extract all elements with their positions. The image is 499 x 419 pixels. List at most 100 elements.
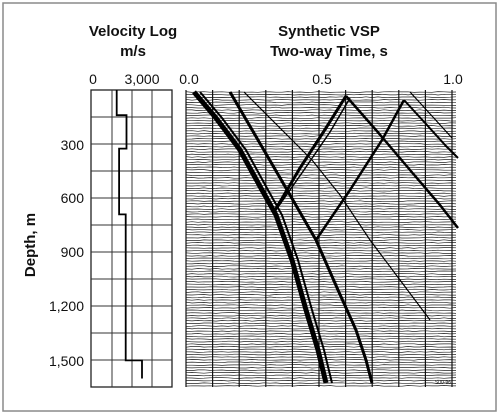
vsp-trace (185, 270, 457, 273)
vsp-trace (185, 320, 457, 322)
vsp-trace (185, 205, 457, 208)
upgoing-reflection-event (272, 95, 348, 213)
vsp-trace (185, 335, 457, 338)
depth-axis-label: Depth, m (22, 213, 39, 277)
downgoing-multiple-event (228, 91, 374, 384)
vsp-tick-0-5: 0.5 (312, 71, 332, 87)
vsp-trace (185, 200, 457, 202)
velocity-log-grid (91, 90, 172, 387)
vsp-trace (185, 99, 457, 101)
vsp-trace (185, 260, 457, 262)
vsp-trace (185, 203, 457, 205)
vsp-wave-events (192, 90, 459, 384)
vsp-trace (185, 268, 457, 270)
vsp-trace (185, 223, 457, 226)
velocity-log-panel (90, 89, 173, 388)
vsp-trace (185, 265, 457, 267)
vsp-trace (185, 96, 457, 98)
vsp-trace (185, 229, 457, 231)
vsp-trace (186, 322, 457, 325)
vsp-trace (185, 252, 456, 254)
upgoing-multiple-event (314, 99, 406, 241)
depth-tick-900: 900 (61, 244, 85, 260)
vsp-trace (185, 325, 457, 327)
vsp-trace (185, 164, 457, 166)
vsp-trace (185, 179, 457, 182)
velocity-log-unit: m/s (120, 43, 146, 60)
vsp-subtitle: Two-way Time, s (270, 43, 388, 60)
secondary-event (243, 91, 431, 321)
vsp-trace (185, 101, 456, 104)
vsp-trace (185, 283, 457, 286)
vsp-trace (185, 190, 457, 192)
vsp-trace (185, 239, 457, 241)
vsp-trace (185, 333, 457, 335)
vsp-trace (185, 145, 457, 148)
vsp-tick-0: 0.0 (179, 71, 199, 87)
vsp-trace (185, 275, 457, 278)
vsp-trace (185, 174, 457, 176)
vsp-trace (185, 221, 457, 223)
vsp-trace (185, 112, 457, 114)
vsp-tick-1-0: 1.0 (443, 71, 463, 87)
reflection-downgoing-event (345, 95, 459, 229)
vsp-trace (185, 184, 457, 187)
vsp-watermark: S00-96 (435, 380, 451, 386)
vsp-trace (185, 382, 457, 384)
vsp-trace (185, 273, 456, 275)
vsp-trace (185, 299, 457, 301)
vsp-trace (185, 197, 456, 200)
vsp-trace (185, 338, 457, 340)
first-arrival-event-tail (199, 91, 333, 384)
vsp-trace (185, 104, 457, 106)
depth-tick-300: 300 (61, 137, 85, 153)
vsp-trace (185, 369, 456, 371)
vsp-trace (185, 278, 457, 280)
vsp-trace (185, 379, 457, 382)
vsp-trace (185, 156, 457, 158)
vsp-trace (185, 210, 457, 213)
vsp-trace (185, 255, 457, 257)
vsp-trace (185, 166, 457, 169)
vsp-trace (185, 312, 457, 314)
depth-tick-1200: 1,200 (49, 298, 84, 314)
vsp-trace (185, 158, 457, 161)
first-arrival-event (192, 90, 329, 384)
vsp-trace (185, 377, 457, 379)
velocity-profile-line (115, 90, 143, 379)
vsp-trace (185, 281, 457, 283)
vsp-panel: S00-96 (185, 90, 459, 387)
vsp-trace (185, 366, 457, 369)
vsp-trace (185, 372, 457, 374)
depth-tick-600: 600 (61, 190, 85, 206)
late-event (403, 99, 459, 159)
vsp-trace (185, 296, 457, 299)
vsp-trace (185, 262, 457, 265)
vsp-trace (186, 286, 457, 288)
velocity-tick-3000: 3,000 (124, 71, 159, 87)
upgoing-reflection-event-tail (275, 97, 351, 211)
depth-tick-1500: 1,500 (49, 353, 84, 369)
vsp-trace (185, 226, 457, 228)
vsp-trace (185, 374, 457, 377)
vsp-trace (185, 114, 457, 117)
vsp-trace (185, 192, 457, 195)
vsp-trace (185, 301, 456, 304)
vsp-trace (185, 218, 457, 221)
vsp-trace (185, 309, 456, 312)
vsp-trace (185, 294, 456, 296)
vsp-trace (185, 182, 457, 184)
vsp-trace (185, 151, 456, 153)
velocity-log-title: Velocity Log (89, 23, 177, 40)
vsp-trace (185, 153, 457, 156)
vsp-trace (185, 216, 457, 218)
vsp-trace (185, 143, 457, 145)
vsp-trace (185, 177, 457, 179)
vsp-trace (185, 249, 457, 252)
vsp-title: Synthetic VSP (278, 23, 380, 40)
vsp-trace (185, 161, 457, 163)
vsp-trace (185, 385, 456, 387)
vsp-trace (185, 135, 456, 137)
